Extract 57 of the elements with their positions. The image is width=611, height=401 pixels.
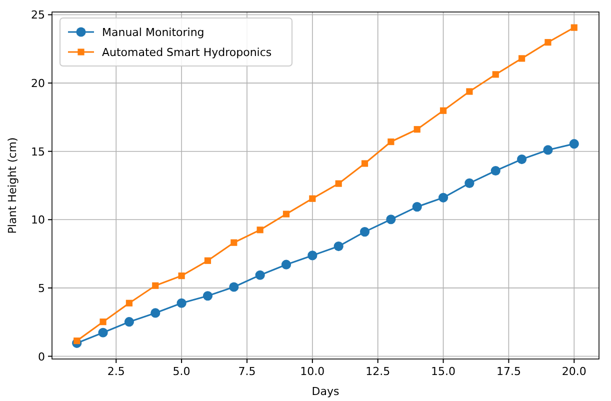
point [440,107,447,114]
legend-label: Automated Smart Hydroponics [102,46,272,59]
point [492,71,499,78]
point [100,318,106,326]
point [309,195,316,202]
point [150,308,160,318]
y-tick-label: 10 [31,214,45,227]
point [570,24,578,31]
x-tick-label: 12.5 [366,365,390,378]
point [412,202,422,212]
x-tick-label: 5.0 [172,365,190,378]
point [518,55,526,62]
point [126,300,133,306]
point [516,154,527,164]
x-tick-label: 2.5 [107,365,125,378]
point [204,257,212,264]
point [152,282,159,289]
y-tick-label: 15 [31,145,45,158]
point [569,139,579,149]
x-tick-label: 10.0 [300,365,325,378]
point [490,166,500,176]
point [360,227,370,237]
x-tick-label: 15.0 [431,365,456,378]
y-tick-label: 5 [38,282,45,295]
point [543,145,553,155]
point [438,192,448,202]
point [466,88,473,95]
point [464,178,474,188]
y-tick-label: 0 [38,350,45,364]
y-tick-label: 20 [31,77,45,90]
point [334,241,344,252]
y-axis-title: Plant Height (cm) [6,137,19,234]
point [255,270,265,280]
point [361,160,368,167]
point [386,214,396,224]
x-tick-label: 7.5 [238,365,256,378]
point [230,239,238,246]
y-tick-label: 25 [31,8,45,22]
point [202,291,213,301]
x-tick-label: 20.0 [562,365,586,378]
point [414,126,420,133]
point [124,317,134,327]
x-tick-label: 17.5 [496,365,521,378]
point [335,180,342,187]
point [281,260,292,270]
legend-label: Manual Monitoring [102,26,204,39]
point [176,298,186,308]
point [308,250,318,260]
point [282,210,290,218]
point [388,138,394,146]
point [98,328,108,338]
x-axis-title: Days [312,385,340,398]
point [229,282,239,292]
point [74,338,80,344]
point [178,272,185,280]
point [256,226,264,234]
point [544,39,552,46]
